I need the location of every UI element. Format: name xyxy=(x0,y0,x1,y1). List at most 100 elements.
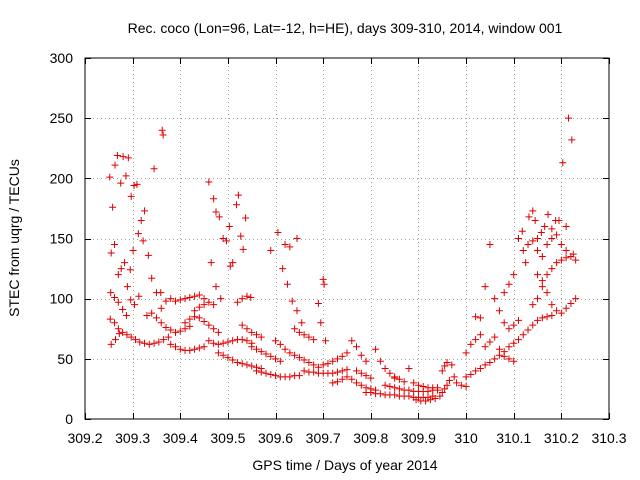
data-point xyxy=(238,360,246,368)
data-point xyxy=(127,296,135,304)
data-point xyxy=(195,344,203,352)
data-point xyxy=(436,392,444,400)
data-point xyxy=(548,265,556,273)
data-point xyxy=(141,207,149,215)
data-point xyxy=(111,161,119,169)
data-point xyxy=(200,295,208,303)
data-point xyxy=(186,346,194,354)
data-point xyxy=(267,247,275,255)
data-point xyxy=(538,277,546,285)
data-point xyxy=(127,333,135,341)
data-point xyxy=(357,369,365,377)
x-tick-label: 310 xyxy=(454,430,478,446)
data-point xyxy=(557,241,565,249)
data-point xyxy=(119,153,127,161)
data-point xyxy=(300,367,308,375)
data-point xyxy=(107,289,115,297)
data-point xyxy=(281,345,289,353)
data-point xyxy=(286,243,294,251)
data-point xyxy=(538,283,546,291)
data-point xyxy=(333,355,341,363)
data-point xyxy=(114,271,122,279)
x-tick-label: 310.3 xyxy=(591,430,626,446)
data-point xyxy=(191,313,199,321)
data-point xyxy=(152,314,160,322)
data-point xyxy=(164,333,172,341)
data-point xyxy=(291,325,299,333)
data-point xyxy=(557,309,565,317)
data-point xyxy=(559,159,567,167)
data-point xyxy=(525,213,533,221)
data-point xyxy=(481,283,489,291)
data-point xyxy=(319,361,327,369)
data-point xyxy=(272,337,280,345)
data-point xyxy=(453,379,461,387)
data-point xyxy=(431,395,439,403)
data-point xyxy=(115,330,123,338)
data-point xyxy=(239,245,247,253)
data-point xyxy=(391,391,399,399)
data-point xyxy=(186,322,194,330)
x-tick-label: 309.5 xyxy=(210,430,245,446)
data-point xyxy=(226,262,234,270)
data-point xyxy=(195,291,203,299)
data-point xyxy=(298,319,306,327)
data-point xyxy=(205,321,213,329)
data-point xyxy=(505,280,513,288)
data-point xyxy=(443,358,451,366)
data-point xyxy=(262,350,270,358)
data-point xyxy=(305,333,313,341)
data-point xyxy=(195,303,203,311)
data-point xyxy=(121,259,129,267)
data-point xyxy=(505,343,513,351)
y-tick-label: 200 xyxy=(50,170,74,186)
data-point xyxy=(329,379,337,387)
data-point xyxy=(214,328,222,336)
data-point xyxy=(150,339,158,347)
data-point xyxy=(191,345,199,353)
data-point xyxy=(295,328,303,336)
data-point xyxy=(548,225,556,233)
data-point xyxy=(434,384,442,392)
data-point xyxy=(534,271,542,279)
data-point xyxy=(548,312,556,320)
data-point xyxy=(519,247,527,255)
x-tick-label: 309.8 xyxy=(353,430,388,446)
data-point xyxy=(467,370,475,378)
data-point xyxy=(205,337,213,345)
data-point xyxy=(155,338,163,346)
data-point xyxy=(295,372,303,380)
data-point xyxy=(500,289,508,297)
data-point xyxy=(376,357,384,365)
data-point xyxy=(123,331,131,339)
x-tick-label: 309.9 xyxy=(401,430,436,446)
data-point xyxy=(139,237,147,245)
data-point xyxy=(441,385,449,393)
data-point xyxy=(500,319,508,327)
data-point xyxy=(123,283,131,291)
x-axis-label: GPS time / Days of year 2014 xyxy=(252,457,437,473)
data-point xyxy=(214,340,222,348)
data-point xyxy=(486,241,494,249)
data-point xyxy=(215,213,223,221)
data-point xyxy=(229,356,237,364)
data-point xyxy=(205,178,213,186)
data-point xyxy=(553,307,561,315)
data-point xyxy=(529,237,537,245)
data-point xyxy=(106,173,114,181)
data-point xyxy=(505,325,513,333)
data-point xyxy=(314,299,322,307)
data-point xyxy=(310,368,318,376)
data-point xyxy=(191,307,199,315)
data-point xyxy=(210,325,218,333)
y-tick-label: 150 xyxy=(50,231,74,247)
y-tick-label: 0 xyxy=(65,411,73,427)
data-point xyxy=(448,361,456,369)
data-point xyxy=(243,325,251,333)
data-point xyxy=(113,151,121,159)
data-point xyxy=(441,362,449,370)
data-point xyxy=(237,232,245,240)
data-point xyxy=(322,337,330,345)
data-point xyxy=(491,355,499,363)
data-point xyxy=(232,201,240,209)
